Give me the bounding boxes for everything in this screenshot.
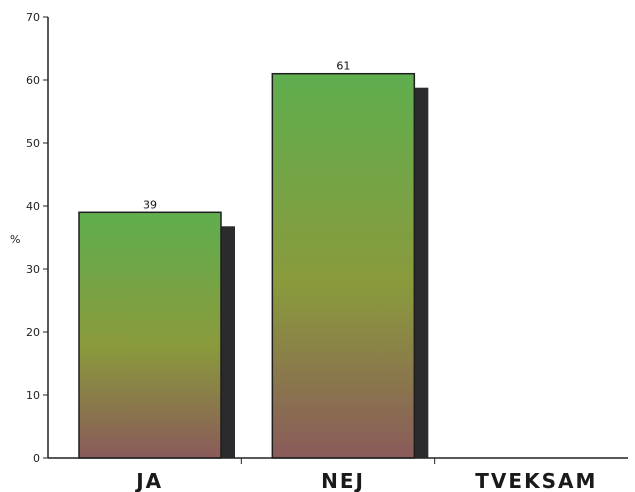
y-tick-label: 20: [26, 326, 40, 339]
y-tick-label: 30: [26, 263, 40, 276]
y-tick-label: 40: [26, 200, 40, 213]
x-tick-label: NEJ: [321, 469, 365, 492]
x-tick-label: JA: [134, 469, 163, 492]
data-label: 61: [336, 60, 350, 73]
y-tick-label: 60: [26, 74, 40, 87]
bar: [271, 72, 416, 459]
y-tick-label: 0: [33, 452, 40, 465]
bar: [78, 211, 222, 459]
x-tick-label: TVEKSAM: [475, 469, 597, 492]
x-axis: JA NEJ TVEKSAM: [48, 457, 628, 492]
y-axis: 0 10 20 30 40 50 60 70: [26, 11, 49, 465]
y-tick-label: 10: [26, 389, 40, 402]
y-axis-label: %: [10, 233, 20, 246]
bars: 39 61: [78, 60, 429, 459]
bar-shadow: [414, 87, 429, 458]
y-tick-label: 70: [26, 11, 40, 24]
data-label: 39: [143, 198, 157, 211]
y-tick-label: 50: [26, 137, 40, 150]
bar-shadow: [221, 226, 235, 458]
